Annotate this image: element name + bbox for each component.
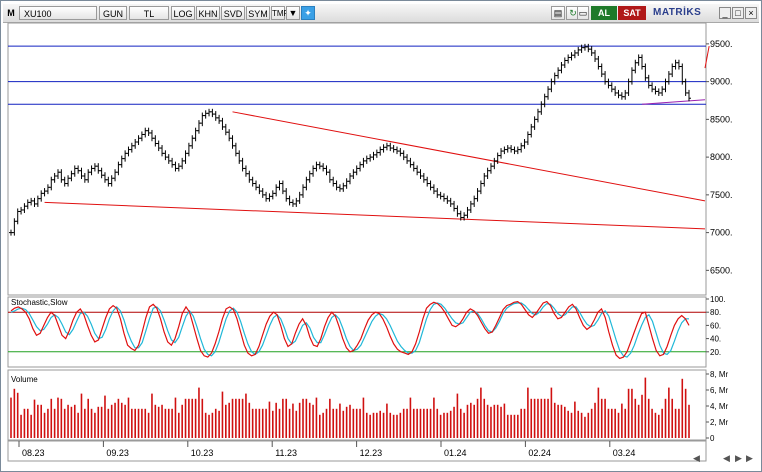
stoch-tick-label: 20. [710, 348, 721, 357]
chart-icon[interactable]: ▤ [551, 6, 565, 20]
stoch-d-line [10, 302, 689, 358]
stoch-tick-label: 60. [710, 321, 721, 330]
stochastic-axis: 100. 80. 60. 40. 20. [706, 295, 726, 357]
time-tick-label: 12.23 [360, 448, 383, 458]
copy-icon[interactable]: ▭ [577, 6, 589, 20]
price-tick-label: 7500. [710, 190, 733, 200]
time-axis-labels: 08.23 09.23 10.23 11.23 12.23 01.24 02.24 03.24 [18, 441, 636, 458]
price-tick-label: 6500. [710, 265, 733, 275]
time-tick-label: 11.23 [275, 448, 297, 458]
stoch-tick-label: 100. [710, 295, 726, 304]
period-button[interactable]: GUN [99, 6, 127, 20]
sym-button[interactable]: SYM [246, 6, 270, 20]
currency-button[interactable]: TL [129, 6, 169, 20]
log-button[interactable]: LOG [171, 6, 195, 20]
stoch-tick-label: 40. [710, 335, 721, 344]
menu-button[interactable]: M [7, 8, 15, 18]
volume-tick-label: 0 [710, 434, 715, 443]
time-tick-label: 01.24 [444, 448, 467, 458]
stochastic-series [8, 300, 706, 360]
volume-axis: 8, Mr 6, Mr 4, Mr 2, Mr 0 [706, 370, 729, 443]
price-tick-label: 9500. [710, 39, 733, 49]
khn-button[interactable]: KHN [196, 6, 220, 20]
time-tick-label: 08.23 [22, 448, 45, 458]
scroll-left-icon[interactable]: ◀ [693, 453, 700, 463]
price-tick-label: 8500. [710, 114, 733, 124]
dropdown-chevron-icon[interactable]: ▼ [286, 6, 300, 20]
scroll-right-icon[interactable]: ▶ [735, 453, 742, 463]
volume-tick-label: 4, Mr [710, 402, 729, 411]
buy-button[interactable]: AL [591, 6, 617, 20]
stoch-k-line [10, 300, 690, 360]
sell-button[interactable]: SAT [618, 6, 646, 20]
close-icon[interactable]: × [745, 7, 757, 19]
scroll-left-fast-icon[interactable]: ◀ [723, 453, 730, 463]
volume-tick-label: 2, Mr [710, 418, 729, 427]
symbol-input[interactable]: XU100 [19, 6, 97, 20]
price-tick-label: 9000. [710, 77, 733, 87]
volume-tick-label: 6, Mr [710, 386, 729, 395]
maximize-icon[interactable]: □ [732, 7, 744, 19]
toolbar: M XU100 GUN TL LOG KHN SVD SYM TMP ▼ ✦ ▤… [3, 4, 759, 23]
stochastic-panel [7, 296, 707, 368]
stochastic-title: Stochastic,Slow [11, 298, 68, 307]
volume-tick-label: 8, Mr [710, 370, 729, 379]
time-tick-label: 09.23 [106, 448, 129, 458]
price-series [9, 43, 691, 236]
twitter-icon[interactable]: ✦ [301, 6, 315, 20]
price-tick-label: 8000. [710, 152, 733, 162]
time-tick-label: 02.24 [528, 448, 551, 458]
trend-line-0 [44, 201, 706, 230]
tmp-button[interactable]: TMP [271, 6, 289, 20]
price-axis: 9500. 9000. 8500. 8000. 7500. 7000. 6500. [706, 39, 733, 275]
price-panel-lines [8, 45, 710, 230]
time-tick-label: 10.23 [191, 448, 214, 458]
trend-line-2 [704, 46, 710, 69]
svd-button[interactable]: SVD [221, 6, 245, 20]
minimize-icon[interactable]: _ [719, 7, 731, 19]
volume-title: Volume [11, 375, 38, 384]
scroll-right-fast-icon[interactable]: ▶ [746, 453, 753, 463]
stoch-tick-label: 80. [710, 308, 721, 317]
volume-series [10, 377, 690, 438]
price-tick-label: 7000. [710, 228, 733, 238]
brand-logo: MATRİKS [653, 7, 702, 18]
trend-line-1 [232, 111, 706, 202]
trend-line-3 [641, 99, 706, 105]
time-tick-label: 03.24 [613, 448, 636, 458]
